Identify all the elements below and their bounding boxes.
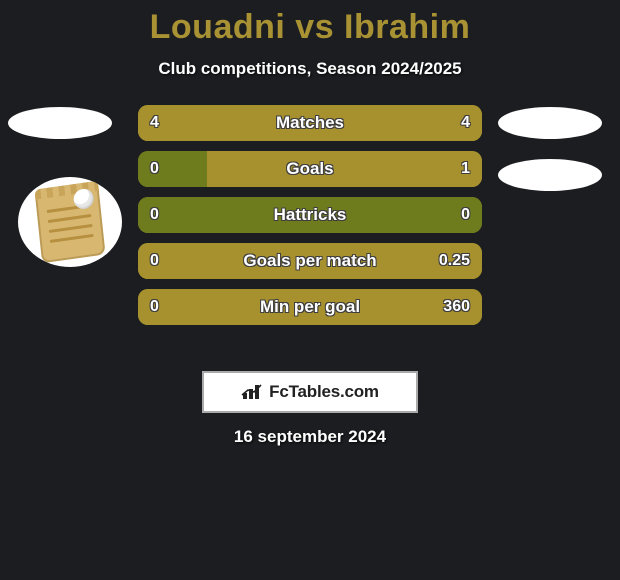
stat-row-goals: 01Goals (138, 151, 482, 187)
stat-label: Hattricks (138, 197, 482, 233)
subtitle: Club competitions, Season 2024/2025 (0, 59, 620, 79)
brand-text: FcTables.com (269, 382, 379, 402)
page-title: Louadni vs Ibrahim (0, 0, 620, 47)
stat-row-min-per-goal: 0360Min per goal (138, 289, 482, 325)
stat-label: Matches (138, 105, 482, 141)
stat-label: Min per goal (138, 289, 482, 325)
avatar-placeholder-icon (34, 181, 105, 264)
player-right-shadow-2 (498, 159, 602, 191)
player-left-avatar (18, 177, 122, 267)
stat-label: Goals (138, 151, 482, 187)
stat-label: Goals per match (138, 243, 482, 279)
bar-chart-icon (241, 383, 263, 401)
player-right-shadow-1 (498, 107, 602, 139)
date-text: 16 september 2024 (0, 427, 620, 447)
stat-row-matches: 44Matches (138, 105, 482, 141)
comparison-bars: 44Matches 01Goals 00Hattricks 00.25Goals pe… (138, 105, 482, 335)
brand-box[interactable]: FcTables.com (202, 371, 418, 413)
stat-row-hattricks: 00Hattricks (138, 197, 482, 233)
player-left-shadow (8, 107, 112, 139)
stat-row-goals-per-match: 00.25Goals per match (138, 243, 482, 279)
